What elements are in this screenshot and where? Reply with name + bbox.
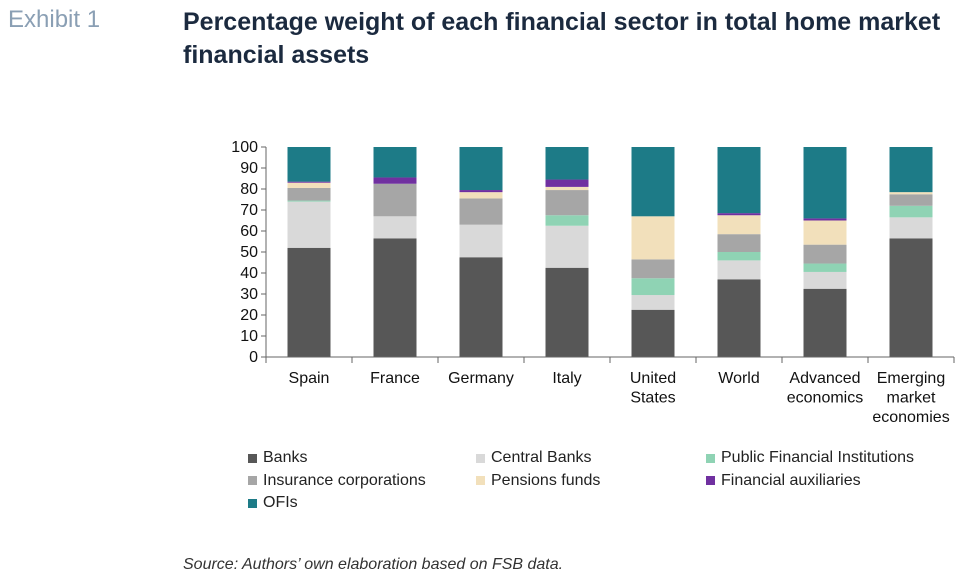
bar-segment — [717, 215, 761, 235]
bar-segment — [889, 205, 933, 218]
bar-segment — [287, 181, 331, 183]
bar-segment — [889, 194, 933, 206]
legend-label: Financial auxiliaries — [721, 471, 861, 489]
x-tick-label: Italy — [552, 370, 581, 387]
bar-segment — [631, 309, 675, 357]
legend-item: OFIs — [248, 494, 298, 512]
y-tick-label: 90 — [240, 160, 258, 177]
bar-segment — [717, 234, 761, 252]
x-tick-label: States — [630, 390, 675, 407]
y-tick-label: 60 — [240, 223, 258, 240]
chart-title: Percentage weight of each financial sect… — [183, 8, 941, 69]
bar-segment — [631, 216, 675, 260]
bar-segment — [803, 220, 847, 245]
bar-segment — [373, 238, 417, 357]
legend-swatch — [248, 476, 257, 485]
bar-segment — [545, 186, 589, 191]
x-tick-label: World — [718, 370, 760, 387]
bar-segment — [459, 147, 503, 191]
legend-swatch — [706, 453, 715, 463]
bar-segment — [631, 278, 675, 296]
x-tick-label: Advanced — [789, 370, 860, 387]
bar-segment — [373, 183, 417, 217]
bar-segment — [631, 295, 675, 310]
bar-segment — [459, 190, 503, 193]
legend-item: Central Banks — [476, 449, 592, 467]
x-tick-label: economics — [787, 390, 863, 407]
bar-segment — [717, 252, 761, 261]
bar-segment — [545, 179, 589, 187]
y-tick-label: 30 — [240, 286, 258, 303]
x-tick-label: market — [887, 390, 936, 407]
legend-swatch — [248, 498, 257, 508]
legend-item: Banks — [248, 449, 307, 467]
legend-label: OFIs — [263, 494, 298, 511]
exhibit-label: Exhibit 1 — [8, 6, 101, 33]
bar-segment — [373, 147, 417, 178]
bar-segment — [717, 279, 761, 357]
y-tick-label: 70 — [240, 202, 258, 219]
y-tick-label: 50 — [240, 244, 258, 261]
bar-segment — [889, 192, 933, 195]
x-tick-label: Emerging — [877, 370, 945, 387]
bar-segment — [631, 147, 675, 217]
legend-label: Banks — [263, 449, 308, 466]
bar-segment — [889, 147, 933, 193]
legend-label: Central Banks — [491, 449, 592, 466]
legend-label: Pensions funds — [491, 471, 601, 489]
bar-segment — [889, 217, 933, 239]
bar-segment — [803, 147, 847, 219]
x-tick-label: United — [630, 370, 676, 387]
y-tick-label: 80 — [240, 181, 258, 198]
bar-segment — [287, 201, 331, 248]
y-tick-label: 20 — [240, 307, 258, 324]
bar-segment — [373, 177, 417, 184]
y-tick-label: 0 — [249, 349, 258, 366]
bar-segment — [287, 182, 331, 188]
bar-segment — [545, 215, 589, 226]
x-tick-label: Germany — [448, 370, 514, 387]
legend-swatch — [476, 476, 485, 485]
bar-segment — [803, 263, 847, 272]
legend-item: Financial auxiliaries — [706, 472, 861, 490]
bar-segment — [545, 267, 589, 357]
legend-label: Public Financial Institutions — [721, 449, 914, 466]
bar-segment — [287, 147, 331, 182]
stacked-bar-chart: 0 10 20 30 40 50 60 70 80 90 100 Spain France Germany… — [231, 139, 955, 426]
legend-item: Pensions funds — [476, 472, 600, 490]
x-tick-label: France — [370, 370, 420, 387]
y-tick-label: 100 — [231, 139, 258, 156]
bar-segment — [459, 257, 503, 357]
source-note: Source: Authors’ own elaboration based o… — [183, 556, 564, 573]
bar-segment — [545, 225, 589, 268]
bar-segment — [373, 216, 417, 239]
bar-segment — [631, 259, 675, 279]
legend-swatch — [706, 476, 715, 485]
bar-segment — [545, 190, 589, 216]
bar-segment — [459, 198, 503, 225]
bar-segment — [459, 224, 503, 258]
legend-item: Public Financial Institutions — [706, 449, 914, 467]
bar-segment — [545, 147, 589, 180]
bar-segment — [717, 147, 761, 214]
legend-swatch — [476, 453, 485, 463]
bar-segment — [803, 271, 847, 289]
x-tick-label: Spain — [289, 370, 330, 387]
bar-segment — [803, 218, 847, 221]
bar-segment — [803, 288, 847, 357]
x-tick-label: economies — [872, 409, 949, 426]
legend-label: Insurance corporations — [263, 471, 426, 489]
bar-segment — [287, 187, 331, 201]
bar-segment — [287, 200, 331, 202]
bar-segment — [459, 192, 503, 199]
bar-segment — [889, 238, 933, 357]
bar-segment — [717, 260, 761, 280]
bar-segment — [717, 213, 761, 216]
legend-swatch — [248, 453, 257, 463]
bar-segment — [287, 247, 331, 357]
y-tick-label: 40 — [240, 265, 258, 282]
y-tick-label: 10 — [240, 328, 258, 345]
bar-segment — [803, 244, 847, 264]
legend-item: Insurance corporations — [248, 472, 426, 490]
